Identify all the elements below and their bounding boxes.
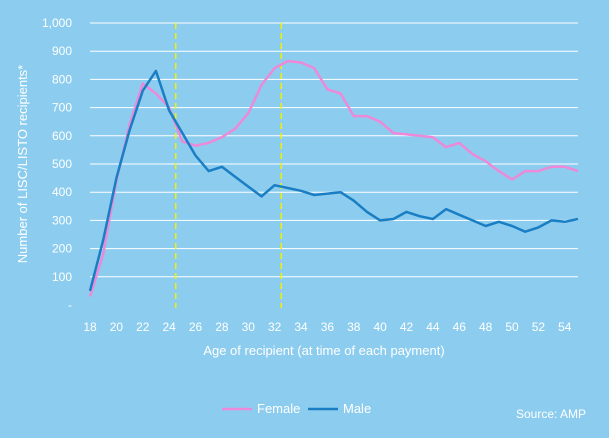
x-tick-label: 22 <box>136 320 150 334</box>
y-tick-label: 400 <box>52 185 72 199</box>
y-tick-label: - <box>68 298 72 312</box>
y-tick-label: 600 <box>52 129 72 143</box>
x-tick-label: 18 <box>83 320 97 334</box>
x-axis-title: Age of recipient (at time of each paymen… <box>203 343 444 358</box>
y-axis-title: Number of LISC/LISTO recipients* <box>15 65 30 263</box>
y-tick-label: 700 <box>52 101 72 115</box>
x-tick-label: 48 <box>479 320 493 334</box>
x-tick-label: 30 <box>242 320 256 334</box>
legend-label-female: Female <box>257 401 300 416</box>
y-tick-label: 800 <box>52 72 72 86</box>
x-tick-label: 26 <box>189 320 203 334</box>
x-tick-label: 34 <box>294 320 308 334</box>
y-tick-label: 100 <box>52 270 72 284</box>
y-tick-label: 500 <box>52 157 72 171</box>
y-tick-label: 300 <box>52 213 72 227</box>
x-tick-label: 20 <box>110 320 124 334</box>
x-tick-label: 50 <box>505 320 519 334</box>
x-tick-label: 52 <box>532 320 546 334</box>
x-tick-label: 24 <box>162 320 176 334</box>
x-tick-label: 42 <box>400 320 414 334</box>
x-tick-label: 40 <box>373 320 387 334</box>
x-tick-label: 36 <box>321 320 335 334</box>
x-tick-label: 54 <box>558 320 572 334</box>
legend-label-male: Male <box>343 401 371 416</box>
x-tick-label: 44 <box>426 320 440 334</box>
x-tick-label: 32 <box>268 320 282 334</box>
y-tick-label: 200 <box>52 242 72 256</box>
x-tick-label: 38 <box>347 320 361 334</box>
x-tick-label: 28 <box>215 320 229 334</box>
series-line-male <box>88 69 579 292</box>
x-tick-label: 46 <box>453 320 467 334</box>
y-tick-label: 900 <box>52 44 72 58</box>
source-note: Source: AMP <box>516 407 586 421</box>
y-tick-label: 1,000 <box>42 16 72 30</box>
